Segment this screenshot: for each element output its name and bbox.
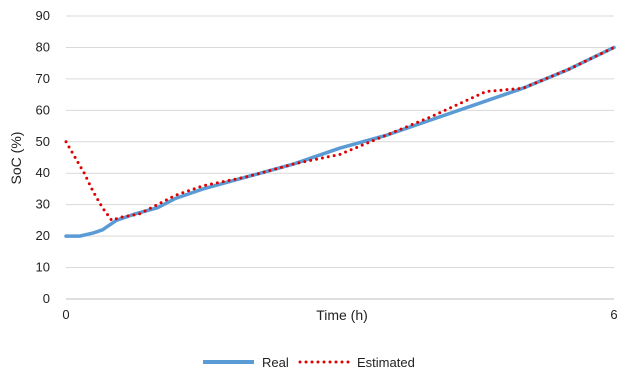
series-lines [64,45,616,238]
x-tick-label: 0 [62,307,69,322]
y-tick-label: 40 [36,165,50,180]
legend-estimated-label: Estimated [357,355,415,370]
x-tick-label: 6 [610,307,617,322]
x-axis-title: Time (h) [316,307,368,323]
y-tick-label: 60 [36,102,50,117]
gridlines [66,15,614,300]
y-tick-labels: 0 10 20 30 40 50 60 70 80 90 [36,8,50,306]
y-tick-label: 50 [36,134,50,149]
y-tick-label: 90 [36,8,50,23]
y-tick-label: 10 [36,260,50,275]
y-tick-label: 0 [43,291,50,306]
series-line-estimated [64,45,616,222]
y-tick-label: 30 [36,197,50,212]
y-tick-label: 20 [36,228,50,243]
series-line-real [64,45,616,238]
y-axis-title: SoC (%) [8,132,24,185]
y-tick-label: 70 [36,71,50,86]
y-tick-label: 80 [36,39,50,54]
legend: Real Estimated [203,355,415,370]
legend-real-label: Real [262,355,289,370]
